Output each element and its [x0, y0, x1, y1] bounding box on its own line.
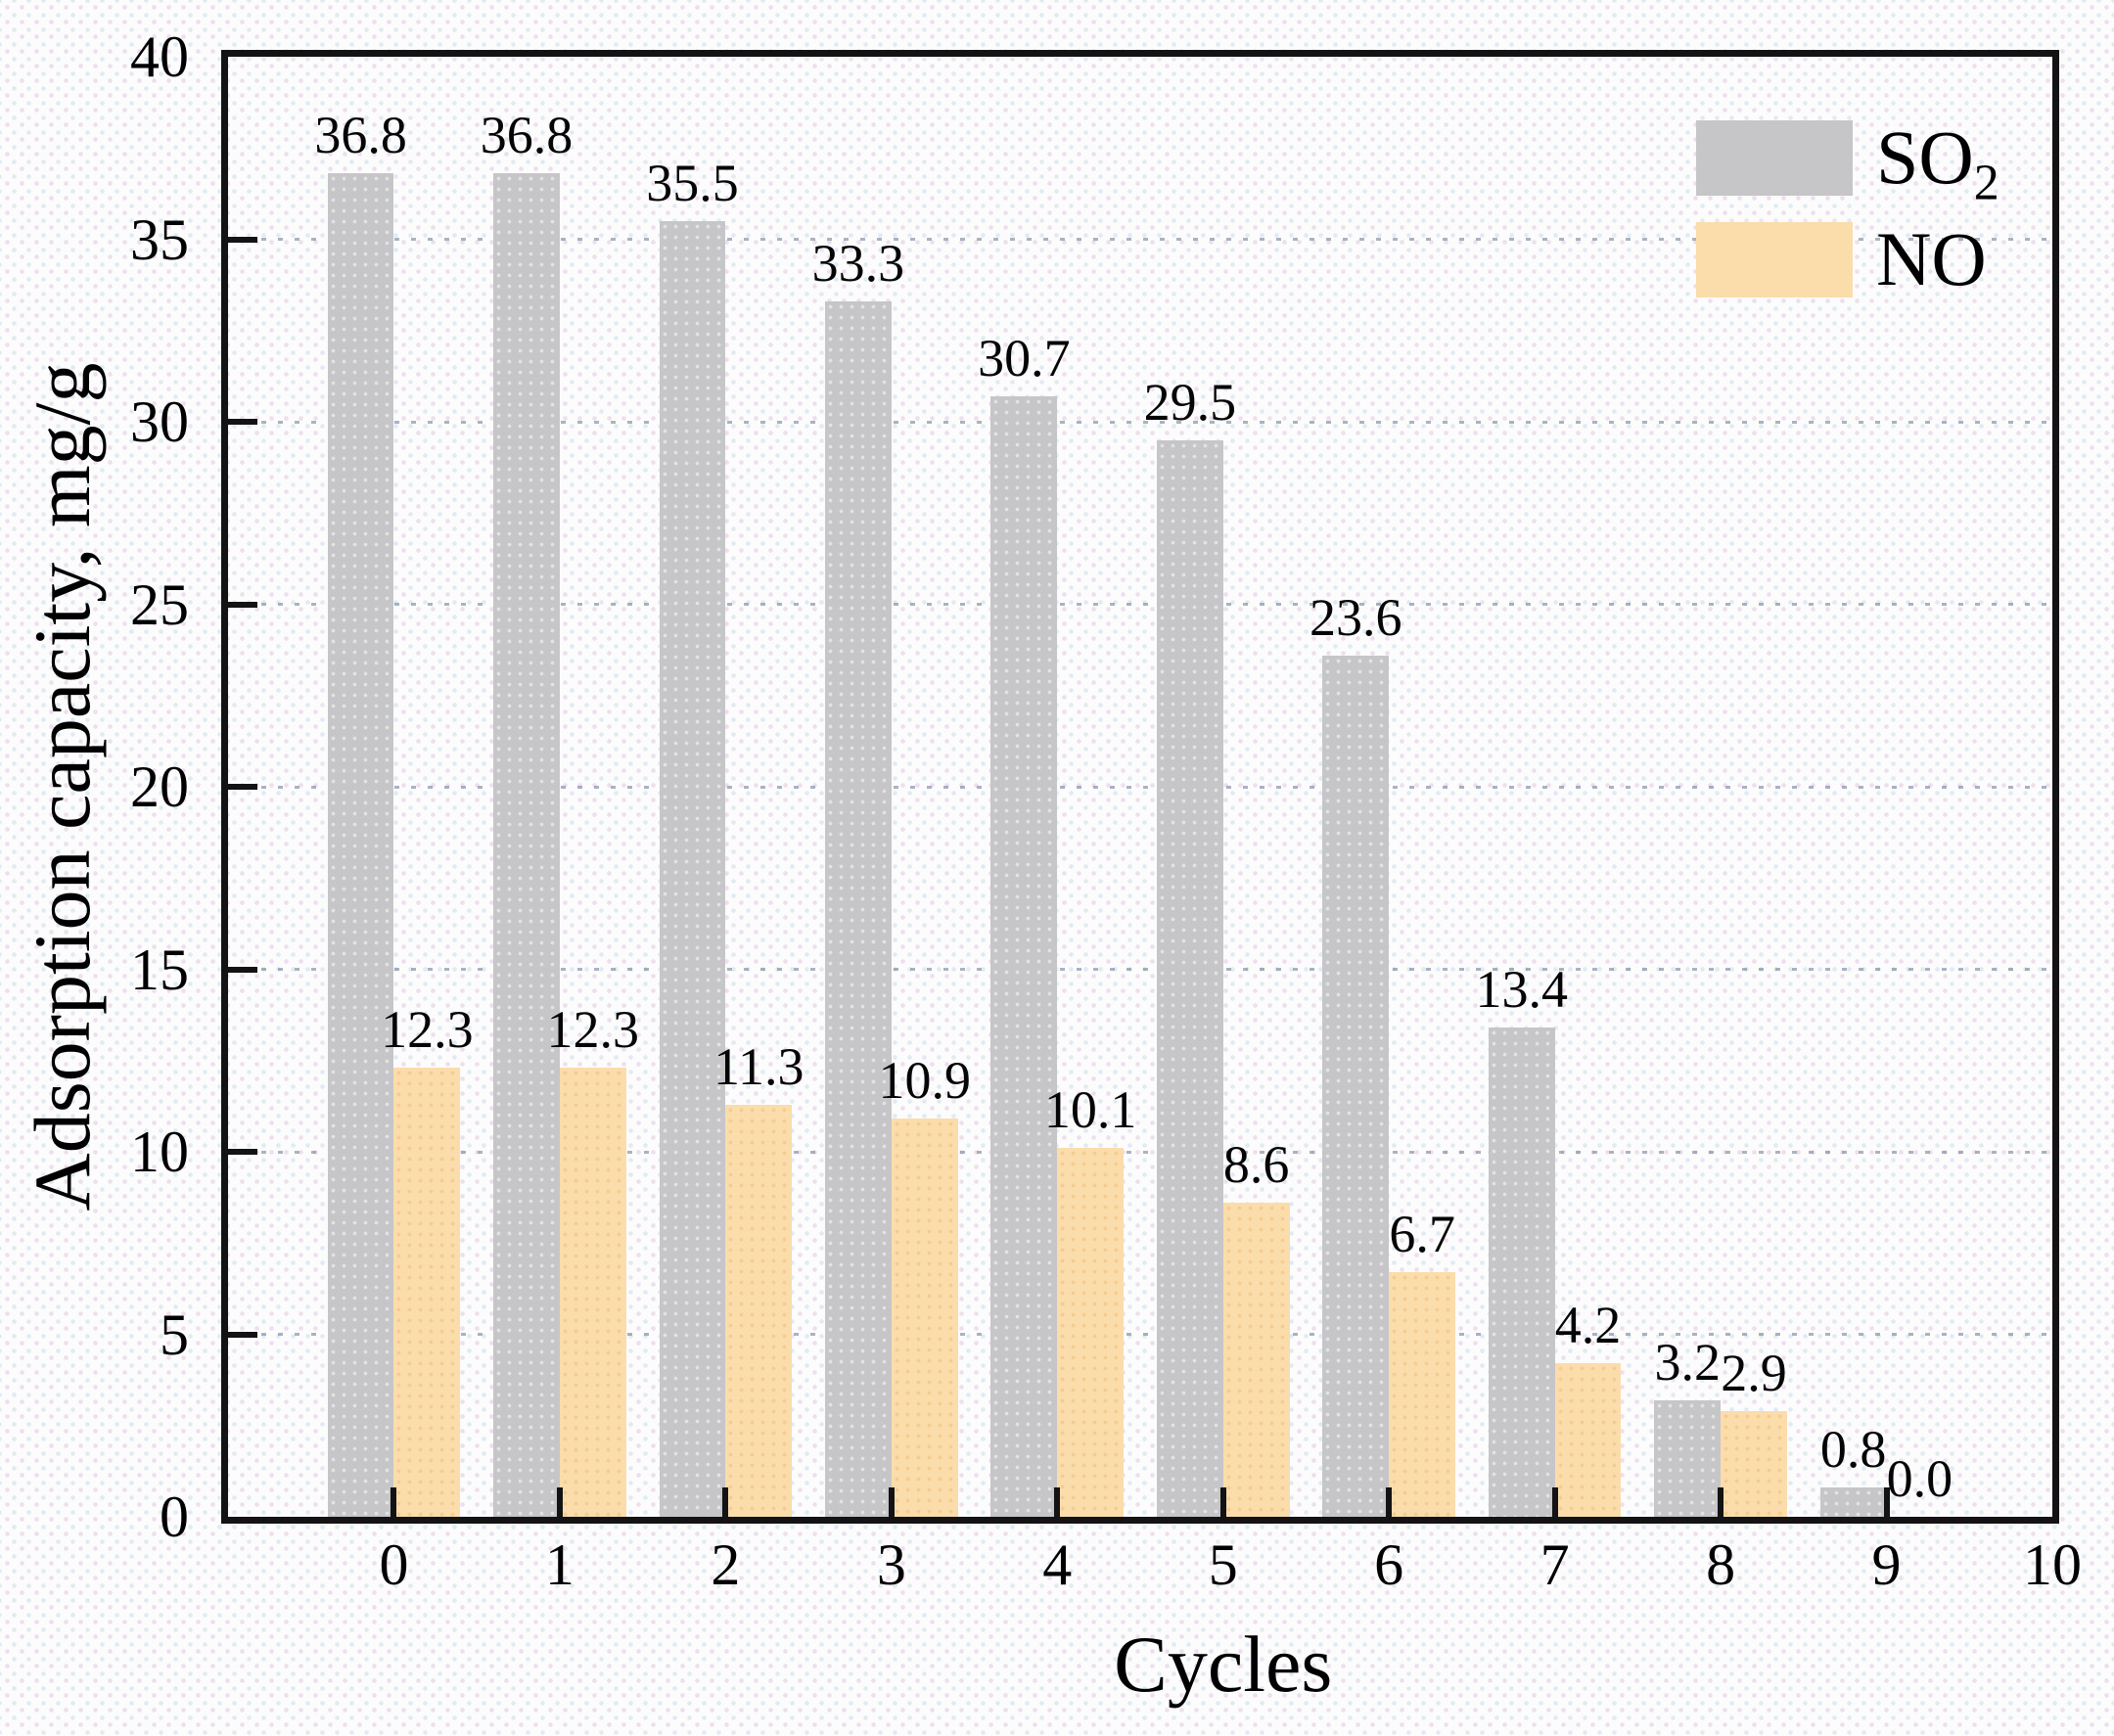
bar-so2-cycle-3	[825, 300, 892, 1517]
x-tick-label-10: 10	[2023, 1532, 2082, 1597]
legend: SO2 NO	[1696, 119, 1999, 297]
x-tick-2	[722, 1487, 729, 1517]
bar-so2-cycle-0	[327, 173, 394, 1517]
y-tick-20	[228, 784, 257, 790]
bar-no-cycle-3	[891, 1119, 958, 1517]
bar-so2-cycle-6	[1322, 655, 1390, 1517]
y-tick-label-40: 40	[130, 24, 189, 89]
bar-so2-cycle-5	[1156, 439, 1223, 1517]
y-axis-tick-labels: 0 5 10 15 20 25 30 35 40	[0, 27, 189, 1546]
value-label-no-cycle-0: 12.3	[381, 1000, 474, 1060]
x-tick-label-5: 5	[1208, 1532, 1238, 1597]
x-tick-6	[1386, 1487, 1393, 1517]
y-tick-label-15: 15	[130, 937, 189, 1002]
y-tick-label-0: 0	[160, 1485, 189, 1549]
bar-so2-cycle-1	[493, 173, 560, 1517]
plot-area: 36.8 12.3 36.8 12.3 35.5 11.3 33.3 10.9 30.7 10.1…	[221, 50, 2059, 1524]
x-tick-label-3: 3	[876, 1532, 906, 1597]
y-tick-35	[228, 236, 257, 243]
x-tick-0	[391, 1487, 397, 1517]
bar-so2-cycle-2	[659, 220, 726, 1517]
gridline-y15	[228, 968, 2052, 971]
bar-so2-cycle-8	[1654, 1399, 1722, 1517]
bar-no-cycle-6	[1389, 1272, 1455, 1517]
value-label-no-cycle-3: 10.9	[878, 1051, 971, 1111]
x-tick-label-2: 2	[711, 1532, 741, 1597]
x-tick-7	[1551, 1487, 1558, 1517]
y-tick-label-10: 10	[130, 1119, 189, 1184]
legend-label-so2: SO2	[1876, 114, 1999, 211]
gridline-y30	[228, 420, 2052, 424]
legend-label-no: NO	[1876, 216, 1987, 301]
value-label-no-cycle-9: 0.0	[1886, 1449, 1953, 1508]
x-axis-title: Cycles	[1114, 1620, 1333, 1709]
bar-no-cycle-8	[1721, 1410, 1787, 1517]
x-tick-label-1: 1	[544, 1532, 574, 1597]
gridline-y35	[228, 238, 2052, 241]
x-tick-label-9: 9	[1871, 1532, 1902, 1597]
bar-no-cycle-4	[1057, 1148, 1125, 1517]
value-label-so2-cycle-8: 3.2	[1654, 1332, 1721, 1392]
value-label-no-cycle-7: 4.2	[1554, 1296, 1622, 1355]
bar-no-cycle-0	[393, 1068, 461, 1517]
x-tick-label-8: 8	[1706, 1532, 1736, 1597]
value-label-so2-cycle-7: 13.4	[1475, 960, 1568, 1020]
y-tick-5	[228, 1331, 257, 1338]
x-tick-9	[1883, 1487, 1890, 1517]
value-label-so2-cycle-0: 36.8	[314, 106, 407, 165]
value-label-no-cycle-6: 6.7	[1389, 1205, 1455, 1264]
bar-so2-cycle-9	[1819, 1487, 1887, 1517]
bar-so2-cycle-7	[1488, 1028, 1555, 1517]
value-label-no-cycle-8: 2.9	[1721, 1343, 1787, 1402]
value-label-no-cycle-2: 11.3	[713, 1036, 804, 1096]
legend-swatch-so2-icon	[1696, 119, 1853, 196]
legend-item-so2: SO2	[1696, 114, 1999, 211]
value-label-so2-cycle-1: 36.8	[480, 106, 574, 165]
x-tick-label-0: 0	[379, 1532, 409, 1597]
x-tick-label-7: 7	[1540, 1532, 1570, 1597]
value-label-so2-cycle-2: 35.5	[646, 153, 739, 212]
legend-swatch-no-icon	[1696, 221, 1853, 297]
value-label-so2-cycle-5: 29.5	[1143, 372, 1237, 432]
gridline-y5	[228, 1333, 2052, 1336]
x-tick-1	[556, 1487, 563, 1517]
bar-no-cycle-5	[1222, 1203, 1290, 1517]
y-tick-10	[228, 1149, 257, 1155]
bar-no-cycle-7	[1554, 1363, 1622, 1517]
y-tick-label-20: 20	[130, 754, 189, 819]
value-label-no-cycle-5: 8.6	[1222, 1135, 1290, 1195]
value-label-no-cycle-4: 10.1	[1043, 1080, 1137, 1140]
value-label-so2-cycle-3: 33.3	[811, 233, 905, 293]
y-tick-label-35: 35	[130, 206, 189, 272]
y-tick-30	[228, 419, 257, 425]
bar-no-cycle-1	[559, 1068, 626, 1517]
x-tick-label-6: 6	[1374, 1532, 1404, 1597]
gridline-y10	[228, 1150, 2052, 1154]
value-label-so2-cycle-9: 0.8	[1819, 1420, 1887, 1480]
bar-so2-cycle-4	[990, 395, 1058, 1517]
x-tick-label-4: 4	[1042, 1532, 1073, 1597]
x-tick-5	[1219, 1487, 1226, 1517]
y-tick-15	[228, 966, 257, 973]
value-label-so2-cycle-6: 23.6	[1310, 587, 1402, 647]
x-tick-4	[1054, 1487, 1061, 1517]
x-tick-3	[888, 1487, 895, 1517]
y-tick-label-30: 30	[130, 389, 189, 454]
gridline-y20	[228, 785, 2052, 789]
value-label-no-cycle-1: 12.3	[546, 1000, 640, 1060]
y-tick-label-5: 5	[160, 1302, 189, 1367]
y-tick-label-25: 25	[130, 571, 189, 637]
value-label-so2-cycle-4: 30.7	[978, 328, 1071, 388]
x-axis-tick-labels: 0 1 2 3 4 5 6 7 8 9 10	[228, 1532, 2082, 1614]
gridline-y25	[228, 603, 2052, 606]
x-tick-8	[1718, 1487, 1724, 1517]
legend-item-no: NO	[1696, 221, 1999, 297]
y-tick-25	[228, 601, 257, 608]
bar-no-cycle-2	[725, 1104, 793, 1517]
